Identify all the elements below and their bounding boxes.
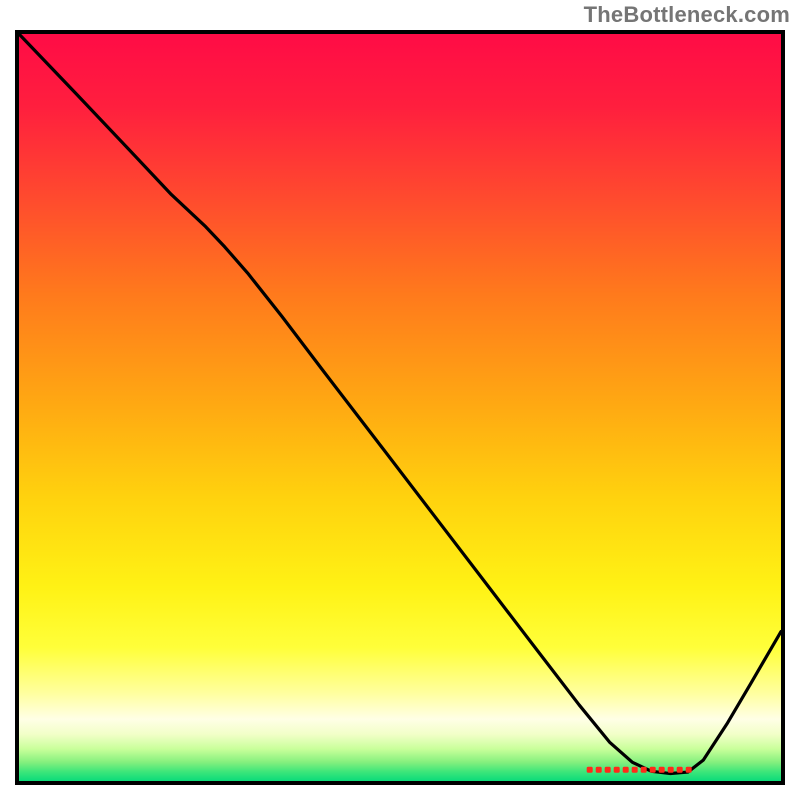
chart-container: TheBottleneck.com (0, 0, 800, 800)
bottleneck-chart (0, 0, 800, 800)
attribution-text: TheBottleneck.com (584, 2, 790, 28)
gradient-background (17, 32, 783, 783)
